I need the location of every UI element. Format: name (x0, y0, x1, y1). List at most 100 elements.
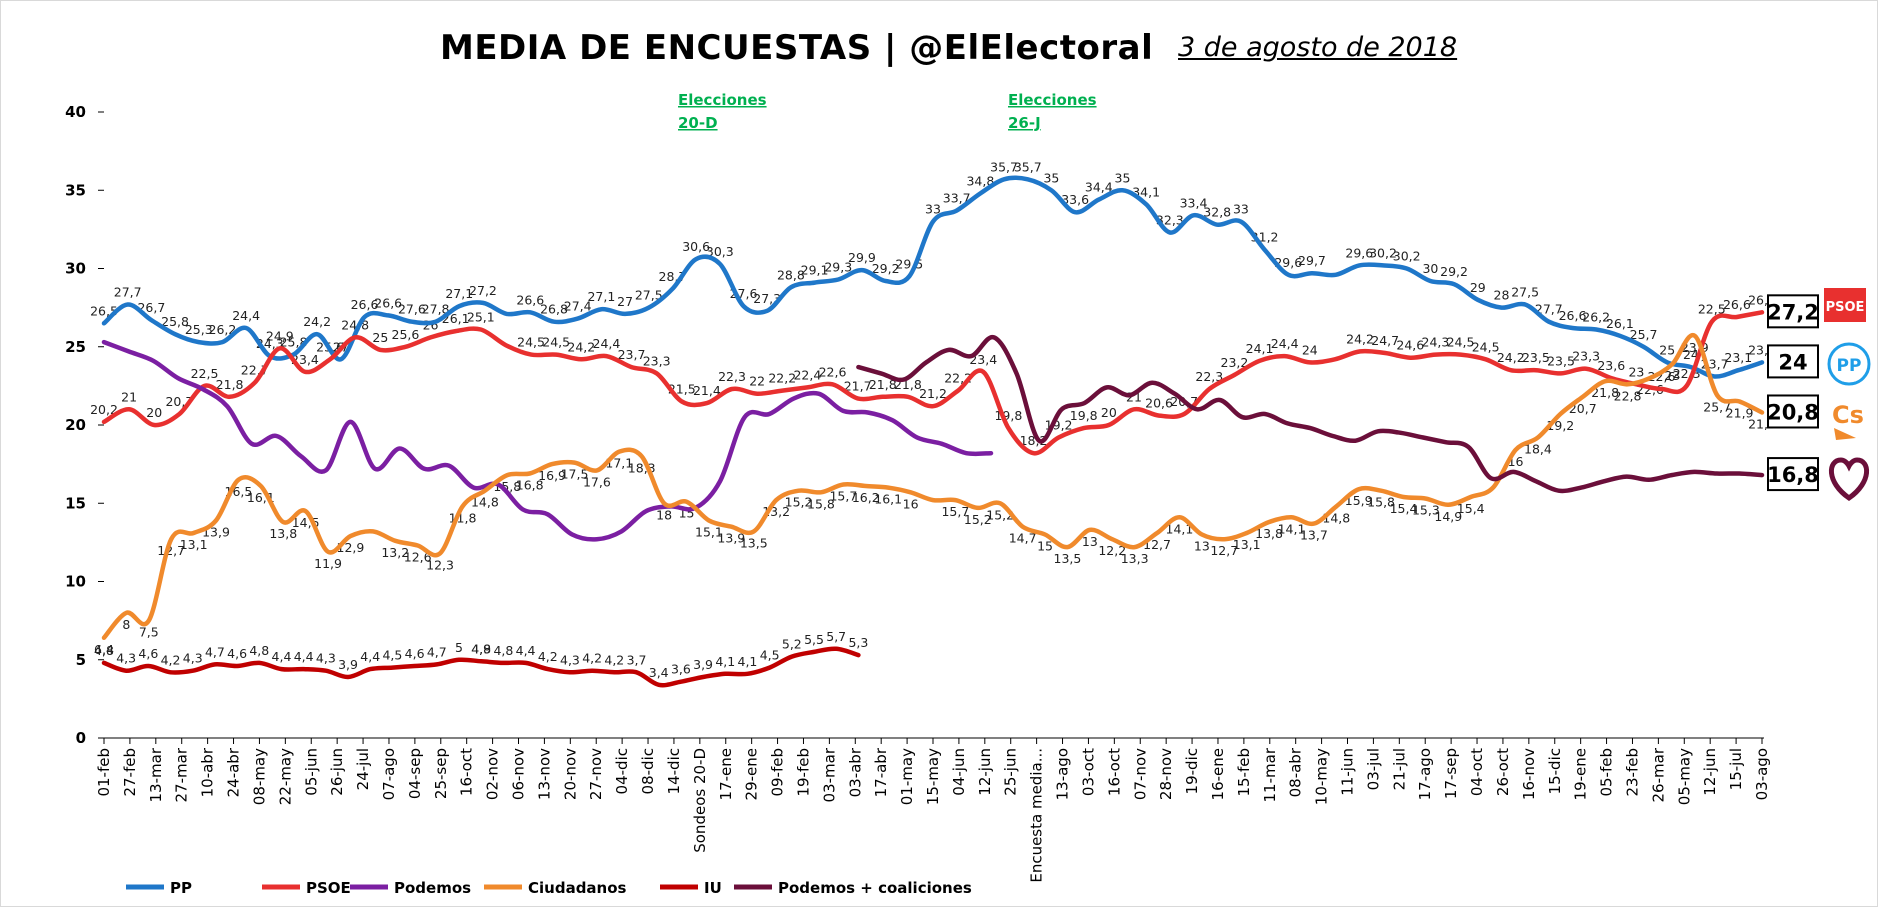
data-label: 24,5 (1472, 339, 1500, 354)
data-label: 25,6 (392, 327, 420, 342)
data-label: 24,2 (1497, 350, 1525, 365)
data-label: 23,5 (1522, 350, 1550, 365)
data-label: 22,8 (1614, 388, 1642, 403)
data-label: 4,6 (227, 646, 247, 661)
x-tick-label: 22-may (276, 748, 294, 805)
data-label: 24,5 (542, 335, 570, 350)
y-tick-label: 20 (65, 416, 86, 434)
data-label: 28,8 (777, 267, 805, 282)
final-value-box (1767, 394, 1819, 429)
data-label: 8 (122, 617, 130, 632)
data-label: 22,6 (1648, 369, 1676, 384)
series-lines (101, 175, 1765, 688)
data-label: 33,7 (943, 191, 971, 206)
data-label: 16 (903, 496, 919, 511)
data-label: 14,1 (1278, 521, 1306, 536)
x-tick-label: 14-dic (665, 748, 683, 794)
data-label: 15,7 (941, 504, 969, 519)
legend-label: PP (170, 879, 192, 897)
data-label: 21,8 (216, 377, 244, 392)
data-label: 4,4 (516, 643, 536, 658)
data-label: 24,6 (1396, 338, 1424, 353)
data-label: 13,1 (180, 537, 208, 552)
final-value-label: 27,2 (1767, 300, 1819, 324)
series-line-ciudadanos (101, 332, 1765, 641)
x-tick-label: 01-feb (95, 748, 113, 797)
data-label: 20,2 (90, 402, 118, 417)
data-label: 28 (1494, 288, 1510, 303)
data-label: 30,6 (682, 239, 710, 254)
data-label: 15,2 (964, 512, 992, 527)
data-label: 4,5 (382, 648, 402, 663)
x-tick-label: 08-abr (1287, 747, 1305, 797)
data-label: 29 (1470, 280, 1486, 295)
event-label: Elecciones (1008, 91, 1097, 109)
data-label: 22,6 (819, 364, 847, 379)
y-tick-label: 35 (65, 181, 86, 199)
data-label: 27,6 (398, 302, 426, 317)
data-label: 4,9 (471, 641, 491, 656)
data-label: 19,8 (1070, 408, 1098, 423)
final-value-label: 20,8 (1767, 400, 1819, 424)
chart-date: 3 de agosto de 2018 (1178, 32, 1458, 63)
x-tick-label: 19-feb (794, 748, 812, 797)
data-label: 27 (617, 294, 633, 309)
data-label: 15,8 (807, 496, 835, 511)
data-label: 24,2 (1346, 331, 1374, 346)
data-label: 33,6 (1061, 192, 1089, 207)
data-label: 33,4 (1180, 195, 1208, 210)
legend: PP PSOE Podemos Ciudadanos IU Podemos + coali… (126, 879, 972, 897)
data-label: 33 (1233, 202, 1249, 217)
data-label: 25,7 (1630, 327, 1658, 342)
x-tick-label: 09-feb (769, 748, 787, 797)
x-tick-label: 03-abr (846, 747, 864, 797)
data-label: 6,4 (94, 642, 114, 657)
data-label: 25 (372, 330, 388, 345)
data-label: 33 (925, 202, 941, 217)
data-label: 21,8 (1591, 385, 1619, 400)
data-label: 12,3 (426, 557, 454, 572)
psoe-logo: PSOE (1824, 288, 1866, 322)
data-label: 24,2 (303, 314, 331, 329)
data-label: 22,3 (718, 369, 746, 384)
data-label: 4,8 (249, 643, 269, 658)
data-label: 3,6 (671, 662, 691, 677)
x-tick-label: 11-jun (1339, 748, 1357, 796)
final-value-box (1767, 457, 1819, 492)
x-tick-label: 04-oct (1468, 748, 1486, 796)
final-value-label: 24 (1778, 350, 1807, 374)
data-label: 24,5 (517, 335, 545, 350)
data-label: 4,4 (360, 649, 380, 664)
y-tick-label: 0 (76, 729, 86, 747)
data-label: 24,4 (593, 336, 621, 351)
data-label: 23,7 (618, 347, 646, 362)
data-label: 5,7 (826, 629, 846, 644)
data-label: 4,6 (405, 646, 425, 661)
series-line-pp (101, 175, 1765, 379)
data-label: 13,1 (1233, 537, 1261, 552)
data-label: 3,4 (649, 665, 669, 680)
data-label: 35 (1043, 170, 1059, 185)
data-label: 34,8 (966, 173, 994, 188)
data-label: 27,1 (587, 289, 615, 304)
x-tick-label: 07-ago (380, 748, 398, 800)
x-tick-label: 03-ago (1753, 748, 1771, 800)
data-label: 22,5 (191, 366, 219, 381)
x-tick-label: 16-ene (1209, 748, 1227, 800)
data-label: 26,6 (374, 295, 402, 310)
x-tick-label: 08-may (250, 748, 268, 805)
y-tick-label: 40 (65, 103, 86, 121)
x-tick-label: 16-nov (1520, 748, 1538, 800)
data-label: 4,8 (471, 641, 491, 656)
x-tick-label: 27-feb (121, 748, 139, 797)
data-label: 27,7 (1535, 302, 1563, 317)
x-tick-label: 17-abr (872, 747, 890, 797)
x-tick-label: 11-mar (1261, 747, 1279, 802)
data-label: 24,7 (1371, 333, 1399, 348)
data-label: 21,4 (693, 383, 721, 398)
data-label: 27,5 (635, 288, 663, 303)
data-label: 4,2 (538, 649, 558, 664)
x-tick-label: 03-jul (1364, 748, 1382, 790)
data-label: 21,7 (844, 378, 872, 393)
data-label: 32,8 (1203, 205, 1231, 220)
